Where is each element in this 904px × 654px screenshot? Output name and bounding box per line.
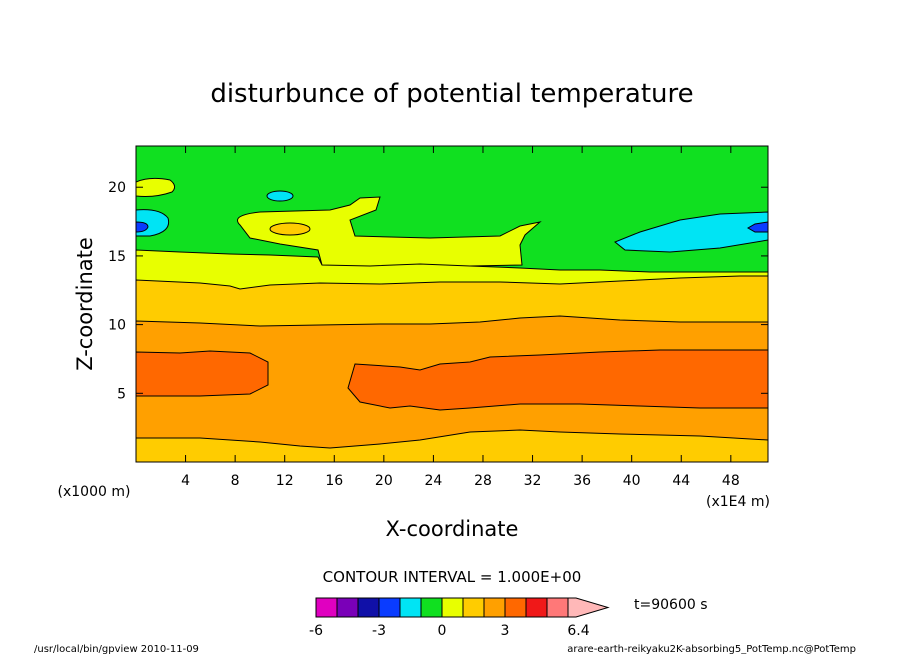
- colorbar-swatch: [441, 597, 464, 618]
- colorbar-swatch: [420, 597, 443, 618]
- x-unit-label: (x1E4 m): [706, 494, 770, 510]
- band-dark-orange-left: [136, 350, 269, 397]
- blob-blue-left: [136, 221, 149, 233]
- footer-right: arare-earth-reikyaku2K-absorbing5_PotTem…: [567, 644, 856, 654]
- x-tick-label: 16: [325, 473, 343, 489]
- x-tick-label: 32: [524, 473, 542, 489]
- x-tick-label: 44: [672, 473, 690, 489]
- colorbar-tick-label: -6: [309, 623, 323, 639]
- blob-blue-right: [746, 221, 768, 233]
- y-axis-label: Z-coordinate: [73, 237, 97, 371]
- x-tick-label: 36: [573, 473, 591, 489]
- colorbar-tick-label: 0: [438, 623, 447, 639]
- plot-frame: [135, 145, 769, 463]
- y-tick-label: 10: [108, 318, 126, 334]
- x-tick-label: 28: [474, 473, 492, 489]
- colorbar-swatch: [483, 597, 506, 618]
- x-tick-label: 40: [623, 473, 641, 489]
- colorbar-swatch: [462, 597, 485, 618]
- plot-area: [135, 145, 769, 463]
- x-tick-label: 24: [424, 473, 442, 489]
- y-unit-label: (x1000 m): [58, 484, 131, 500]
- chart-title: disturbunce of potential temperature: [210, 79, 693, 109]
- footer-left: /usr/local/bin/gpview 2010-11-09: [34, 644, 199, 654]
- colorbar-swatch: [357, 597, 380, 618]
- x-tick-label: 20: [375, 473, 393, 489]
- colorbar-tick-label: 6.4: [567, 623, 589, 639]
- blob-cyan-right: [614, 211, 768, 253]
- colorbar-swatch: [315, 597, 338, 618]
- blob-cyan-small: [266, 190, 294, 202]
- colorbar-tick-label: -3: [372, 623, 386, 639]
- y-tick-label: 15: [108, 249, 126, 265]
- x-tick-label: 8: [231, 473, 240, 489]
- time-label: t=90600 s: [634, 597, 708, 613]
- blob-yellow-small: [269, 222, 311, 236]
- y-axis: 5 10 15 20: [108, 180, 768, 402]
- x-tick-label: 4: [181, 473, 190, 489]
- colorbar-swatch: [546, 597, 569, 618]
- band-dark-orange-right: [347, 349, 768, 411]
- x-tick-label: 12: [276, 473, 294, 489]
- y-tick-label: 5: [117, 386, 126, 402]
- colorbar-tick-label: 3: [501, 623, 510, 639]
- blob-yellow-topleft: [136, 177, 176, 197]
- x-axis: 4 8 12 16 20 24 28 32 36 40 44 48: [181, 146, 740, 489]
- colorbar-swatch: [504, 597, 527, 618]
- y-tick-label: 20: [108, 180, 126, 196]
- colorbar: -6 -3 0 3 6.4: [309, 597, 610, 639]
- contour-interval-label: CONTOUR INTERVAL = 1.000E+00: [323, 568, 582, 586]
- colorbar-swatch: [399, 597, 422, 618]
- x-tick-label: 48: [722, 473, 740, 489]
- colorbar-swatch: [336, 597, 359, 618]
- colorbar-swatch: [378, 597, 401, 618]
- colorbar-swatch: [525, 597, 548, 618]
- x-axis-label: X-coordinate: [386, 517, 519, 541]
- colorbar-arrow: [567, 597, 610, 618]
